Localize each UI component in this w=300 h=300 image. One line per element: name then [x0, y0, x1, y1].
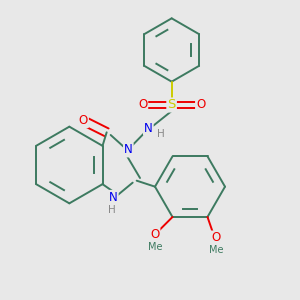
Text: Me: Me — [208, 245, 223, 255]
Text: N: N — [124, 143, 133, 157]
Text: H: H — [108, 205, 116, 215]
Text: O: O — [138, 98, 147, 112]
Text: H: H — [157, 129, 165, 139]
Text: O: O — [211, 232, 220, 244]
Text: N: N — [109, 191, 118, 204]
Text: O: O — [79, 114, 88, 127]
Text: S: S — [167, 98, 176, 112]
Text: O: O — [150, 228, 160, 241]
Text: Me: Me — [148, 242, 162, 252]
Text: O: O — [196, 98, 205, 112]
Text: N: N — [144, 122, 153, 135]
